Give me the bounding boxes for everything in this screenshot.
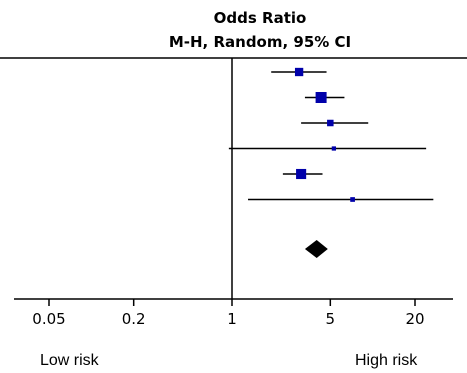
study-point-4	[296, 168, 307, 180]
study-point-2	[327, 119, 334, 127]
x-tick-label-2: 1	[227, 310, 237, 328]
x-tick-label-4: 20	[405, 310, 424, 328]
study-point-5	[350, 197, 355, 202]
x-tick-label-1: 0.2	[122, 310, 146, 328]
pooled-diamond	[304, 240, 328, 258]
study-point-0	[294, 67, 304, 77]
low-risk-label: Low risk	[40, 352, 99, 369]
study-point-1	[315, 92, 327, 103]
chart-title: Odds Ratio	[213, 9, 307, 27]
chart-subtitle: M-H, Random, 95% CI	[168, 33, 352, 51]
high-risk-label: High risk	[355, 352, 418, 369]
study-point-3	[331, 146, 337, 151]
x-tick-label-3: 5	[326, 310, 336, 328]
x-tick-label-0: 0.05	[32, 310, 65, 328]
